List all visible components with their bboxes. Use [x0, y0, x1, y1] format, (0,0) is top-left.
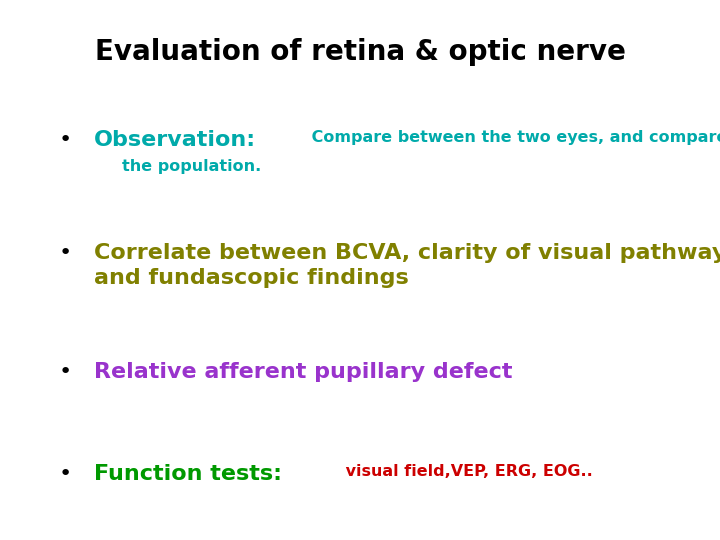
- Text: Function tests:: Function tests:: [94, 464, 282, 484]
- Text: the population.: the population.: [122, 159, 261, 174]
- Text: •: •: [58, 243, 71, 263]
- Text: visual field,VEP, ERG, EOG..: visual field,VEP, ERG, EOG..: [340, 464, 593, 480]
- Text: Observation:: Observation:: [94, 130, 256, 150]
- Text: •: •: [58, 464, 71, 484]
- Text: Compare between the two eyes, and compare with: Compare between the two eyes, and compar…: [307, 130, 720, 145]
- Text: Correlate between BCVA, clarity of visual pathway
and fundascopic findings: Correlate between BCVA, clarity of visua…: [94, 243, 720, 288]
- Text: •: •: [58, 362, 71, 382]
- Text: •: •: [58, 130, 71, 150]
- Text: Evaluation of retina & optic nerve: Evaluation of retina & optic nerve: [94, 38, 626, 66]
- Text: Relative afferent pupillary defect: Relative afferent pupillary defect: [94, 362, 512, 382]
- Text: Ag: Ag: [94, 130, 127, 150]
